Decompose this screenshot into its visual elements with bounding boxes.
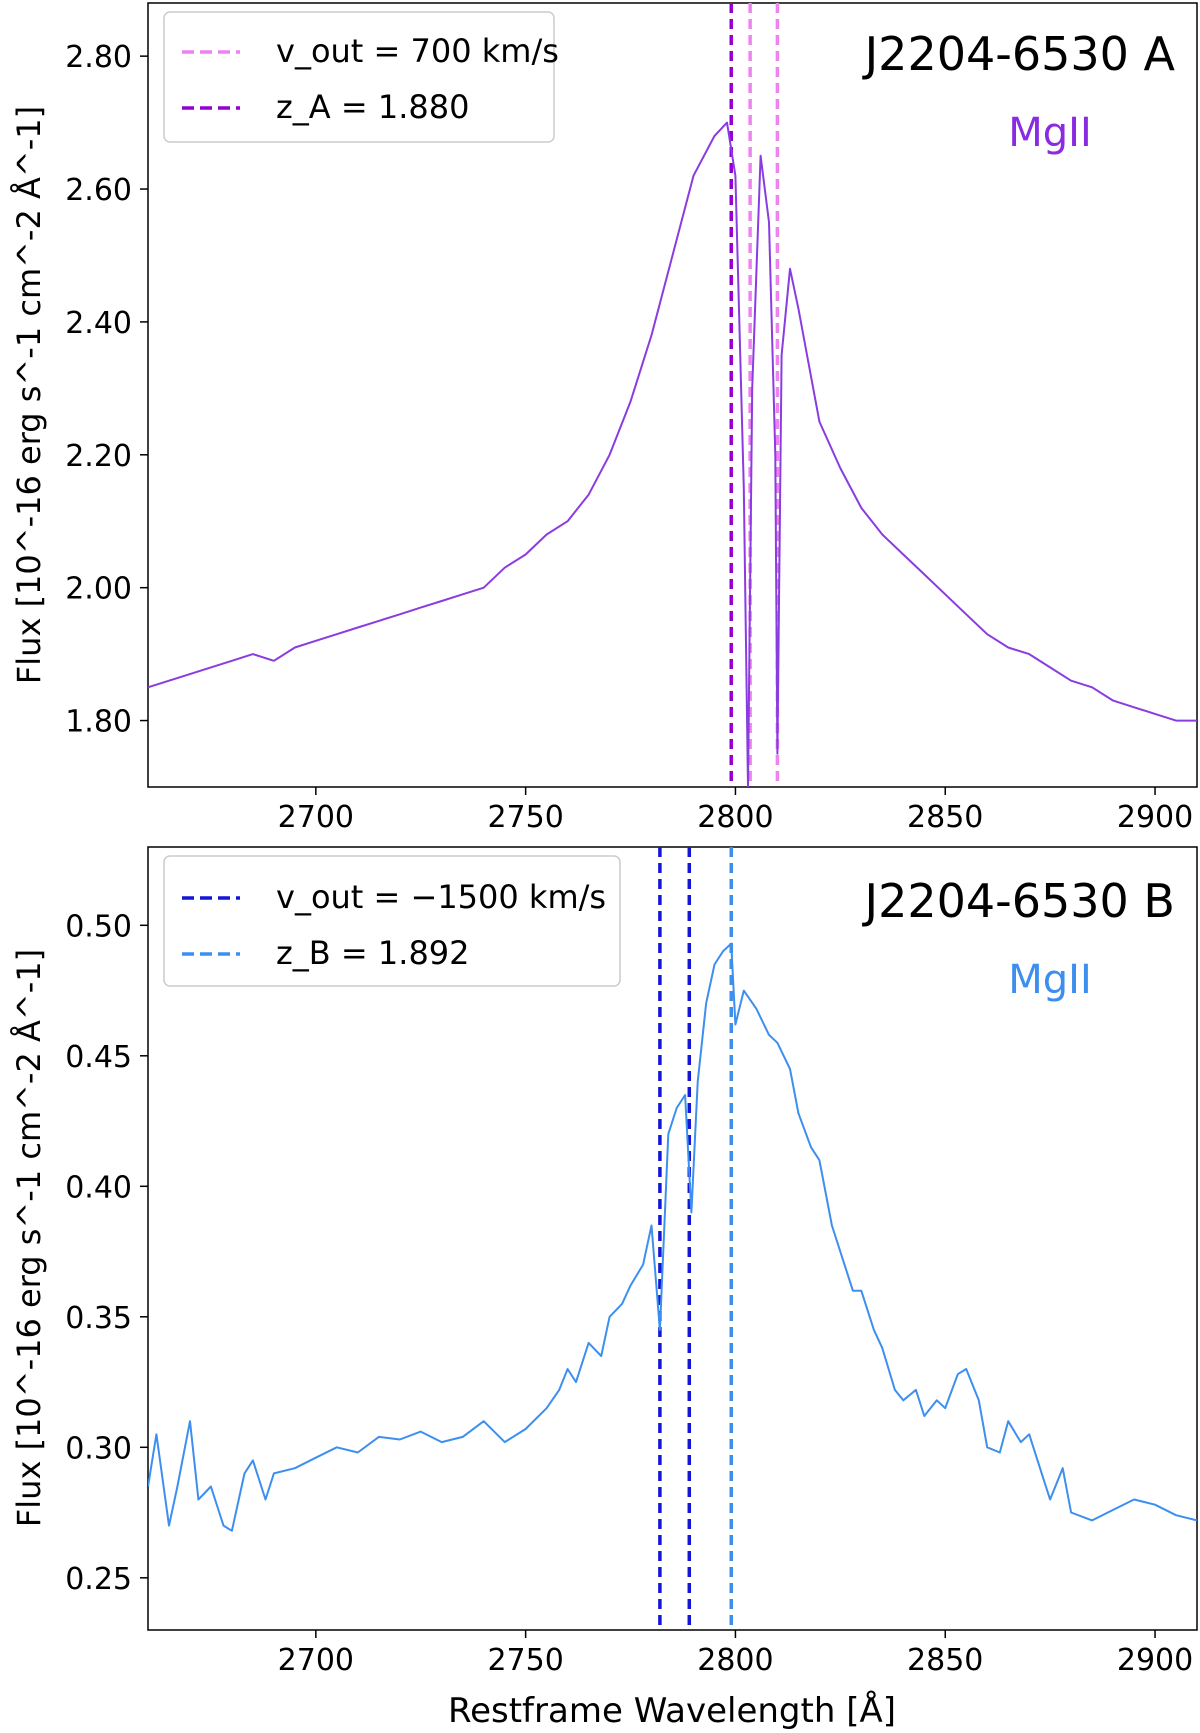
panel-a-y-axis-label: Flux [10^-16 erg s^-1 cm^-2 Å^-1] (10, 106, 48, 684)
panel-b-title: J2204-6530 B (862, 874, 1175, 928)
x-axis-label: Restframe Wavelength [Å] (448, 1690, 896, 1731)
panel-b-y-tick-label: 0.40 (65, 1170, 132, 1205)
panel-a-legend: v_out = 700 km/s z_A = 1.880 (163, 11, 559, 143)
panel-a: 2700 2750 2800 2850 2900 1.80 2.00 2.20 2.40 2.60… (65, 2, 1198, 835)
panel-a-y-tick-label: 2.60 (65, 173, 132, 208)
panel-b-legend-z-label: z_B = 1.892 (276, 934, 470, 972)
panel-b-legend: v_out = −1500 km/s z_B = 1.892 (163, 855, 621, 987)
panel-a-title: J2204-6530 A (862, 27, 1176, 81)
panel-b-x-tick-label: 2850 (907, 1643, 983, 1678)
panel-a-x-tick-label: 2800 (697, 800, 773, 835)
panel-b-y-tick-label: 0.25 (65, 1562, 132, 1597)
panel-b-x-tick-label: 2900 (1117, 1643, 1193, 1678)
panel-b-frame (147, 846, 1198, 1631)
panel-b: 2700 2750 2800 2850 2900 0.25 0.30 0.35 0.40 0.45… (65, 846, 1198, 1678)
panel-b-x-tick-label: 2750 (487, 1643, 563, 1678)
panel-a-y-tick-label: 2.00 (65, 572, 132, 607)
panel-a-legend-z-label: z_A = 1.880 (276, 88, 469, 126)
panel-a-y-tick-label: 2.40 (65, 306, 132, 341)
panel-a-line-label: MgII (1008, 110, 1092, 156)
panel-a-x-tick-label: 2700 (278, 800, 354, 835)
panel-a-frame (147, 2, 1198, 788)
panel-a-y-tick-label: 2.20 (65, 439, 132, 474)
panel-a-x-tick-label: 2750 (487, 800, 563, 835)
panel-b-x-tick-label: 2700 (278, 1643, 354, 1678)
panel-a-data-layer (148, 3, 1197, 787)
panel-b-line-label: MgII (1008, 957, 1092, 1003)
panel-b-y-tick-label: 0.35 (65, 1301, 132, 1336)
panel-a-x-tick-label: 2850 (907, 800, 983, 835)
panel-a-legend-box (163, 11, 555, 143)
panel-a-y-tick-label: 2.80 (65, 40, 132, 75)
panel-a-plot-area: 2700 2750 2800 2850 2900 1.80 2.00 2.20 2.40 2.60… (65, 3, 1197, 835)
panel-b-data-layer (148, 847, 1197, 1630)
panel-b-y-tick-label: 0.45 (65, 1040, 132, 1075)
panel-a-y-tick-label: 1.80 (65, 705, 132, 740)
panel-b-plot-area: 2700 2750 2800 2850 2900 0.25 0.30 0.35 0.40 0.45… (65, 847, 1197, 1678)
panel-b-y-tick-label: 0.30 (65, 1431, 132, 1466)
panel-b-spectrum-line (148, 942, 1197, 1532)
panel-b-y-tick-label: 0.50 (65, 909, 132, 944)
panel-b-y-axis-label: Flux [10^-16 erg s^-1 cm^-2 Å^-1] (10, 949, 48, 1527)
panel-a-spectrum-line (148, 121, 1197, 787)
panel-b-legend-vout-label: v_out = −1500 km/s (276, 878, 606, 916)
panel-b-x-tick-label: 2800 (697, 1643, 773, 1678)
panel-a-legend-vout-label: v_out = 700 km/s (276, 32, 559, 70)
panel-a-x-tick-label: 2900 (1117, 800, 1193, 835)
panel-b-legend-box (163, 855, 621, 987)
